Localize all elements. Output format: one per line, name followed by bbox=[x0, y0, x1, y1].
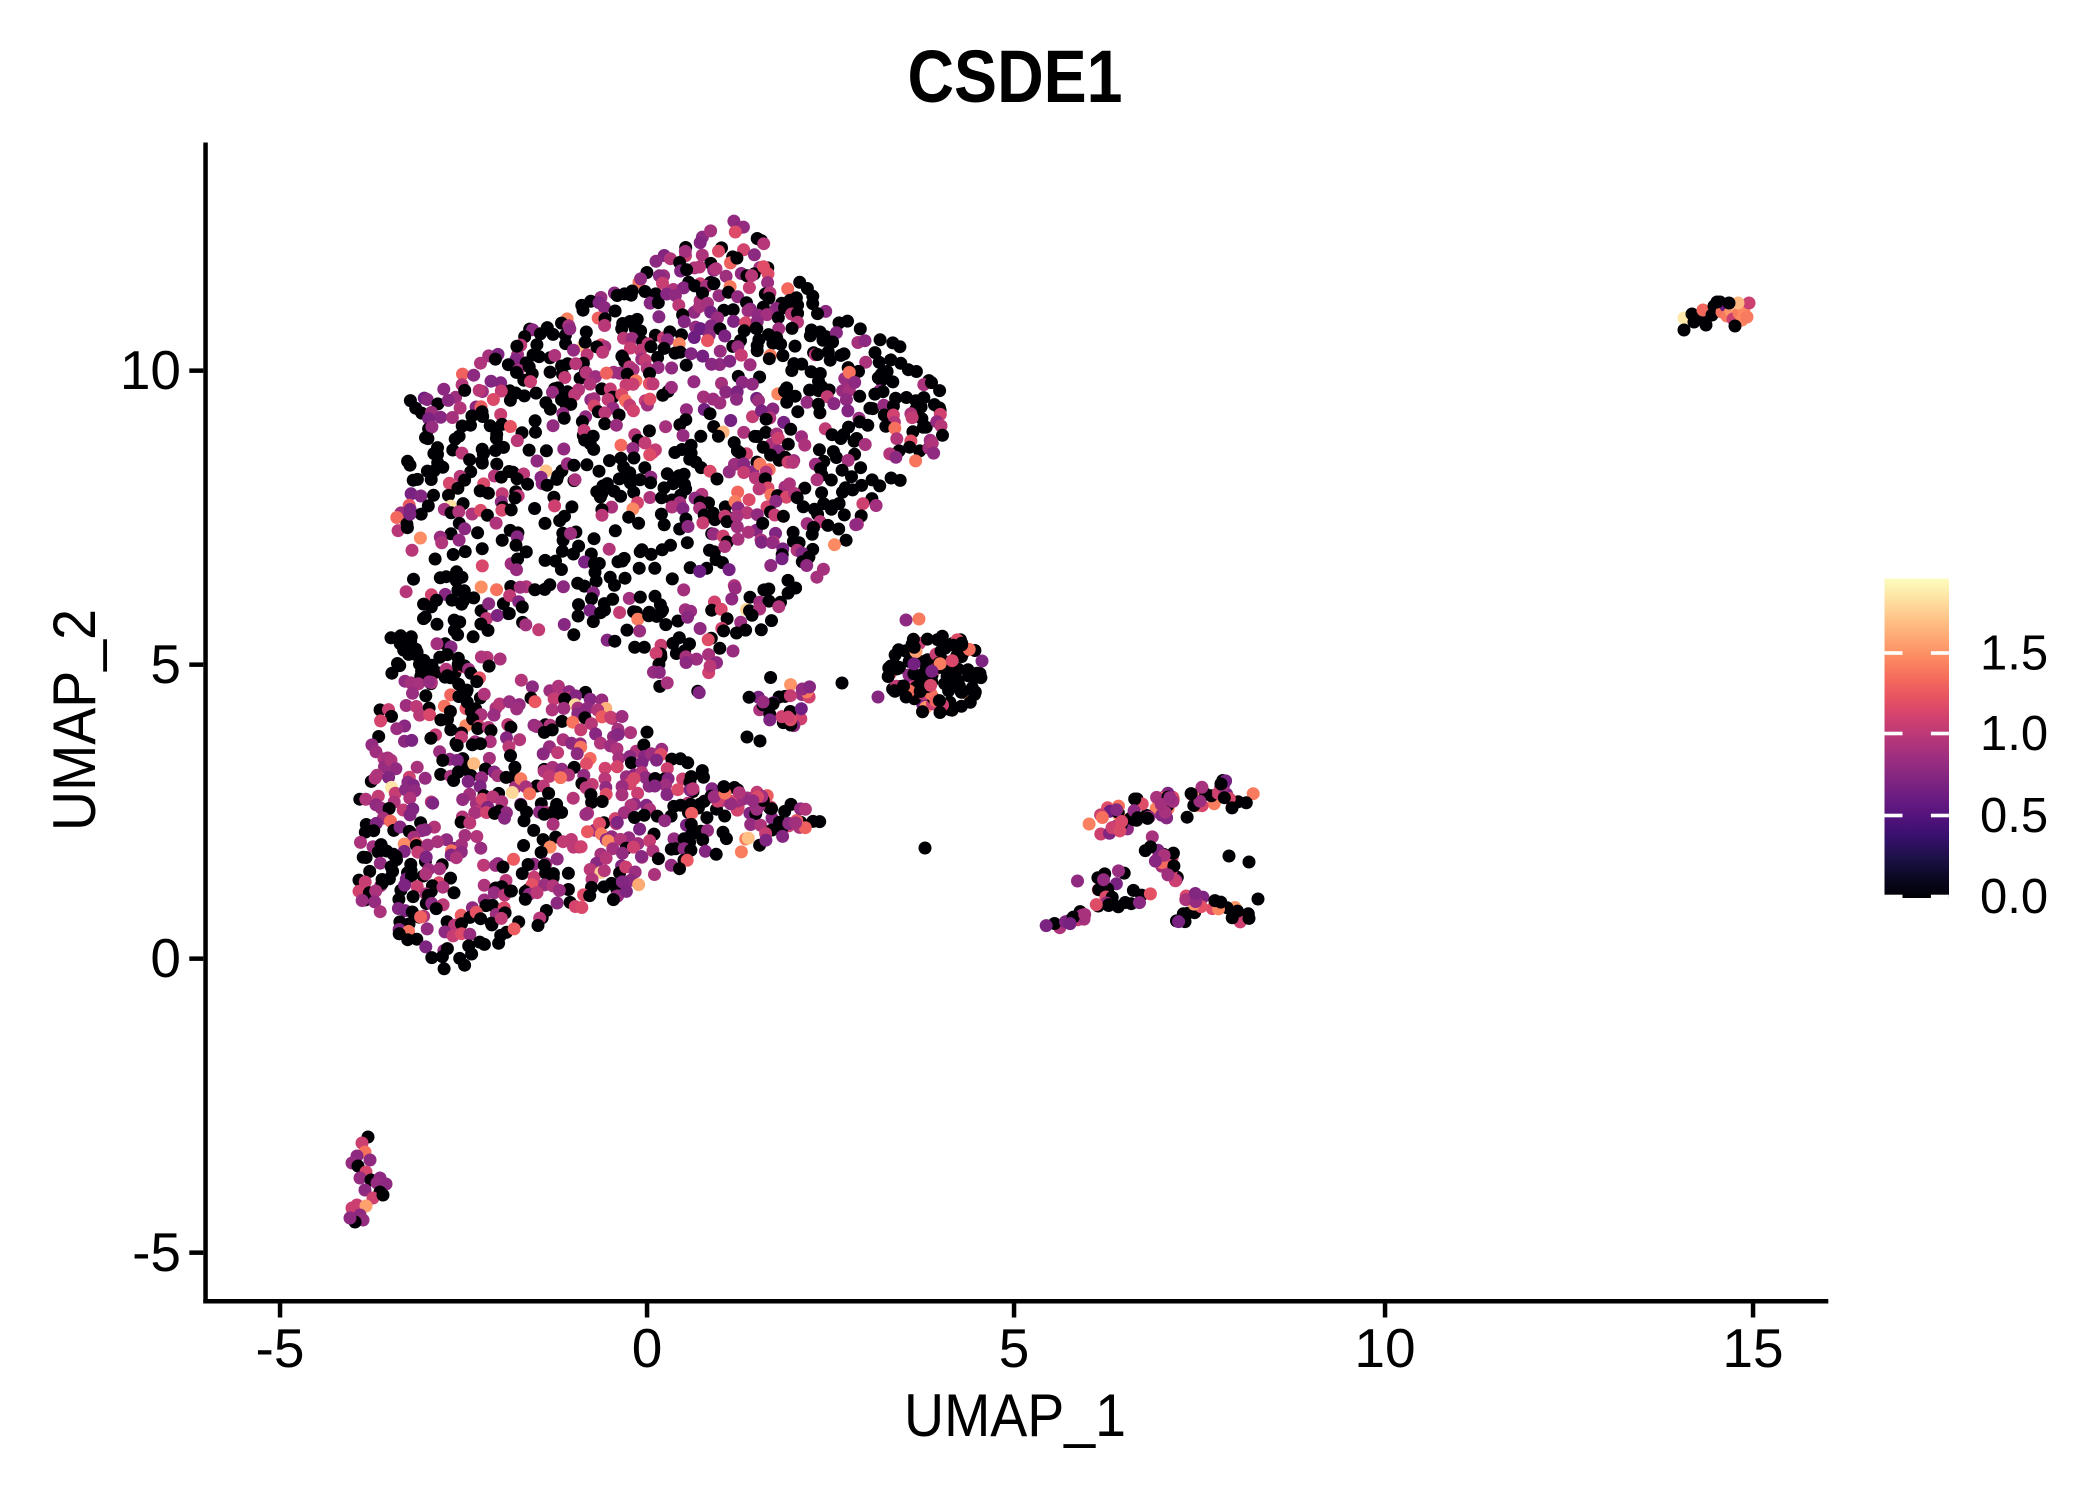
svg-text:UMAP_2: UMAP_2 bbox=[41, 609, 108, 831]
svg-text:CSDE1: CSDE1 bbox=[908, 35, 1123, 118]
svg-text:0: 0 bbox=[150, 927, 181, 989]
svg-text:1.5: 1.5 bbox=[1980, 627, 2048, 681]
svg-text:0.0: 0.0 bbox=[1980, 870, 2048, 924]
svg-text:0: 0 bbox=[632, 1317, 663, 1379]
svg-text:1.0: 1.0 bbox=[1980, 707, 2048, 761]
svg-text:-5: -5 bbox=[256, 1317, 305, 1379]
svg-text:5: 5 bbox=[999, 1317, 1030, 1379]
svg-text:5: 5 bbox=[150, 633, 181, 695]
svg-text:15: 15 bbox=[1722, 1317, 1783, 1379]
svg-text:10: 10 bbox=[120, 339, 181, 401]
svg-text:-5: -5 bbox=[132, 1221, 181, 1283]
svg-text:UMAP_1: UMAP_1 bbox=[904, 1382, 1126, 1449]
svg-text:0.5: 0.5 bbox=[1980, 789, 2048, 843]
svg-text:10: 10 bbox=[1354, 1317, 1415, 1379]
